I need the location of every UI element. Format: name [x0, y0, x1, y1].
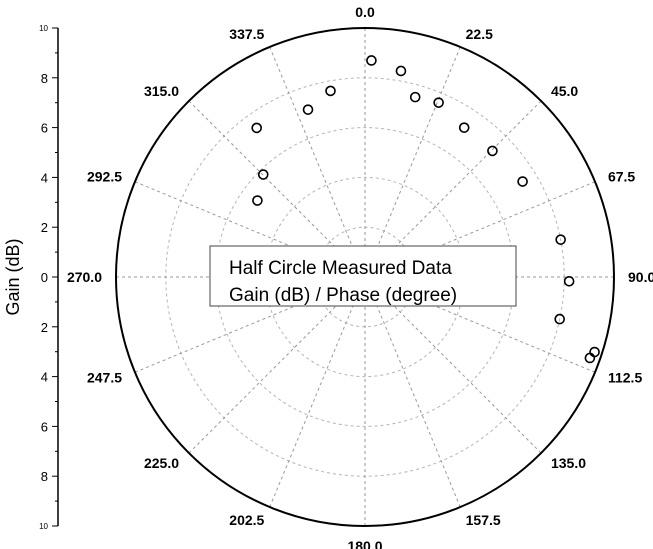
data-point	[563, 275, 575, 287]
data-point	[252, 195, 263, 206]
angle-tick-label: 292.5	[87, 168, 122, 184]
angle-tick-labels: 0.0 22.5 45.0 67.5 90.0 112.5 135.0 157.5 180.0 2…	[67, 4, 653, 549]
annotation-box: Half Circle Measured Data Gain (dB) / Ph…	[209, 245, 517, 307]
y-axis-title: Gain (dB)	[3, 238, 23, 315]
radial-tick-label: 2	[41, 220, 48, 235]
data-point	[366, 55, 377, 66]
data-point	[251, 122, 262, 134]
data-point	[458, 122, 470, 133]
radial-tick-label: 10	[39, 522, 48, 531]
angle-tick-label: 67.5	[608, 168, 635, 184]
grid-spoke	[364, 46, 461, 278]
grid-spoke	[269, 276, 366, 508]
grid-spoke	[364, 276, 461, 508]
radial-tick-label: 0	[41, 270, 48, 285]
data-point	[257, 169, 269, 180]
radial-tick-label: 10	[39, 24, 48, 33]
data-point	[589, 346, 600, 358]
radial-tick-label: 4	[41, 370, 48, 385]
data-point	[302, 104, 314, 115]
data-point	[584, 352, 596, 364]
annotation-box-frame	[209, 245, 517, 307]
angle-tick-label: 180.0	[347, 538, 382, 549]
angle-tick-label: 22.5	[466, 26, 493, 42]
angle-tick-label: 135.0	[551, 455, 586, 471]
data-point	[395, 65, 407, 77]
radial-tick-label: 6	[41, 121, 48, 136]
data-points	[251, 55, 600, 364]
radial-tick-label: 6	[41, 419, 48, 434]
data-point	[325, 85, 336, 97]
radial-tick-label: 8	[41, 469, 48, 484]
data-point	[433, 97, 444, 108]
angle-tick-label: 202.5	[229, 512, 264, 528]
angle-tick-label: 270.0	[67, 269, 102, 285]
angle-tick-label: 90.0	[628, 269, 653, 285]
outer-circle	[115, 27, 615, 527]
angle-tick-label: 337.5	[229, 26, 264, 42]
radial-tick-label: 4	[41, 170, 48, 185]
radial-axis: 10 8 6 4 2 0 2 4 6 8 10	[39, 24, 59, 531]
data-point	[554, 313, 566, 325]
angle-tick-label: 225.0	[144, 455, 179, 471]
data-point	[487, 145, 498, 157]
angle-tick-label: 247.5	[87, 370, 122, 386]
angle-tick-label: 157.5	[466, 512, 501, 528]
annotation-line-2: Gain (dB) / Phase (degree)	[229, 285, 457, 306]
angle-tick-label: 45.0	[551, 83, 578, 99]
annotation-line-1: Half Circle Measured Data	[229, 258, 452, 279]
radial-tick-label: 2	[41, 320, 48, 335]
data-point	[409, 91, 421, 103]
grid-spoke	[269, 46, 366, 278]
angle-tick-label: 112.5	[608, 370, 642, 386]
angle-tick-label: 315.0	[144, 83, 179, 99]
radial-tick-label: 8	[41, 71, 48, 86]
data-point	[555, 234, 566, 245]
angle-tick-label: 0.0	[355, 4, 375, 20]
data-point	[517, 176, 528, 187]
